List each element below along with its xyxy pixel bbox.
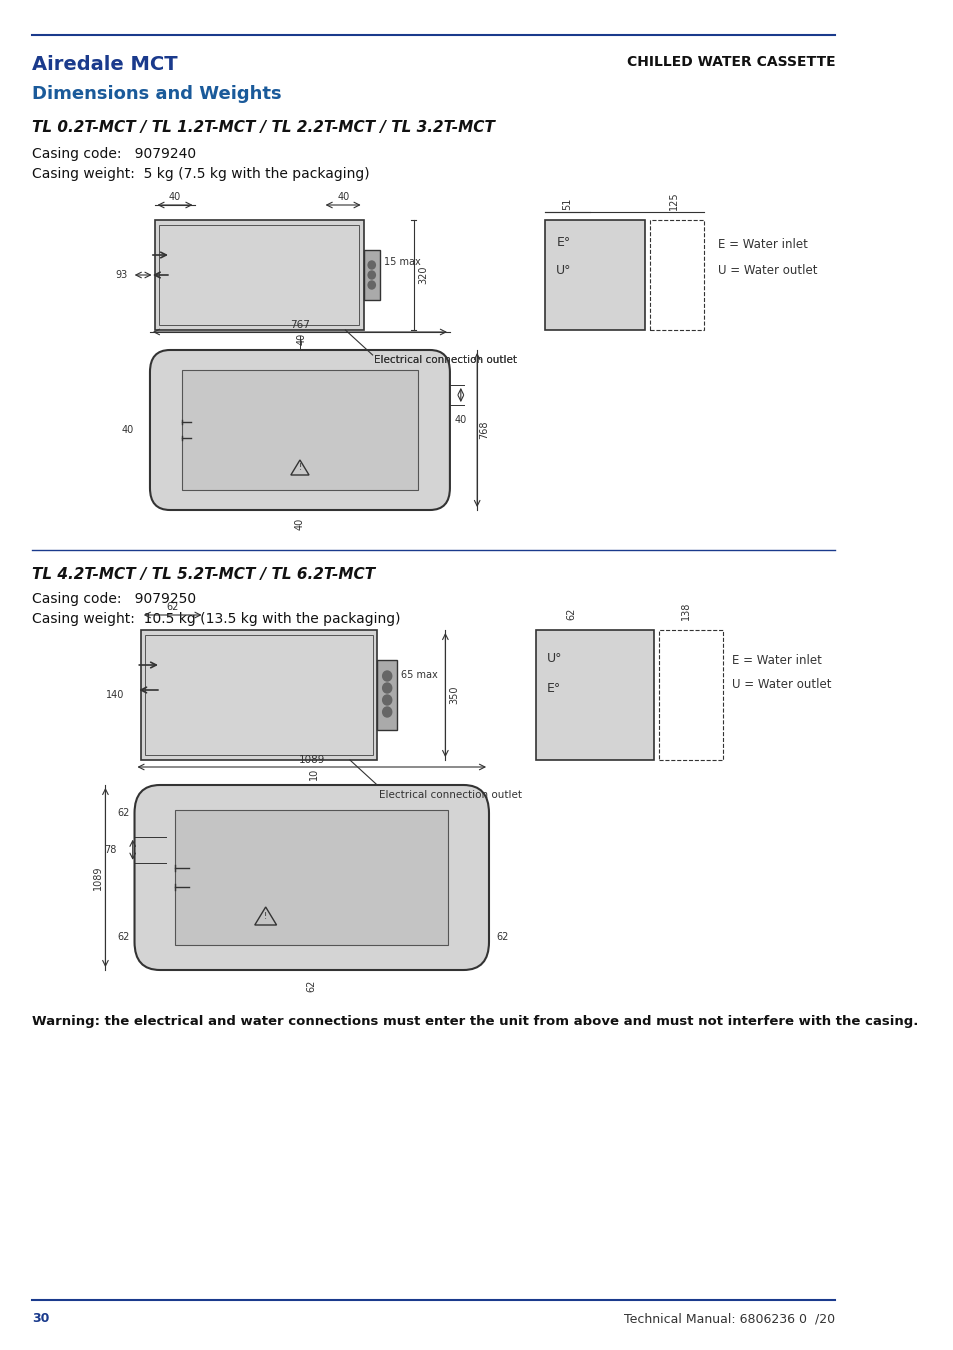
Text: 40: 40 — [169, 192, 180, 202]
Circle shape — [382, 695, 392, 705]
Circle shape — [382, 683, 392, 693]
Text: 40: 40 — [337, 192, 350, 202]
Text: Casing code:   9079240: Casing code: 9079240 — [31, 147, 195, 161]
Bar — [376, 660, 396, 730]
Text: Airedale MCT: Airedale MCT — [31, 55, 177, 74]
Text: CHILLED WATER CASSETTE: CHILLED WATER CASSETTE — [626, 55, 835, 69]
Bar — [545, 220, 644, 329]
Bar — [536, 630, 654, 760]
Text: E°: E° — [556, 235, 570, 248]
Text: 62: 62 — [117, 931, 130, 942]
Bar — [659, 630, 721, 760]
Circle shape — [368, 281, 375, 289]
Text: 62: 62 — [117, 807, 130, 818]
Circle shape — [368, 261, 375, 269]
Text: Casing weight:  5 kg (7.5 kg with the packaging): Casing weight: 5 kg (7.5 kg with the pac… — [31, 167, 369, 181]
Text: E = Water inlet: E = Water inlet — [731, 653, 821, 667]
Text: 767: 767 — [290, 320, 310, 329]
Circle shape — [368, 271, 375, 279]
Text: 768: 768 — [478, 421, 489, 439]
Text: Electrical connection outlet: Electrical connection outlet — [378, 790, 521, 801]
Text: 1089: 1089 — [93, 865, 103, 890]
Text: 65 max: 65 max — [400, 670, 437, 680]
Text: 1089: 1089 — [298, 755, 325, 765]
Text: TL 0.2T-MCT / TL 1.2T-MCT / TL 2.2T-MCT / TL 3.2T-MCT: TL 0.2T-MCT / TL 1.2T-MCT / TL 2.2T-MCT … — [31, 120, 495, 135]
Text: 40: 40 — [121, 425, 133, 435]
Text: Dimensions and Weights: Dimensions and Weights — [31, 85, 281, 103]
Text: 78: 78 — [104, 845, 116, 855]
Text: 125: 125 — [669, 192, 679, 211]
Bar — [182, 370, 417, 490]
Text: Casing code:   9079250: Casing code: 9079250 — [31, 593, 195, 606]
Text: E°: E° — [547, 682, 560, 694]
Text: U = Water outlet: U = Water outlet — [731, 679, 830, 691]
Circle shape — [382, 671, 392, 680]
FancyBboxPatch shape — [134, 784, 489, 971]
Text: E = Water inlet: E = Water inlet — [718, 239, 807, 251]
Text: 93: 93 — [115, 270, 127, 279]
Text: Technical Manual: 6806236 0  /20: Technical Manual: 6806236 0 /20 — [623, 1312, 835, 1324]
Text: 10: 10 — [308, 768, 318, 780]
Bar — [175, 810, 448, 945]
Text: 62: 62 — [167, 602, 179, 612]
Text: U°: U° — [547, 652, 562, 664]
Text: 138: 138 — [680, 602, 691, 620]
Text: 40: 40 — [294, 518, 305, 531]
Text: 62: 62 — [307, 980, 316, 992]
Text: 62: 62 — [566, 608, 577, 620]
Bar — [649, 220, 703, 329]
Bar — [363, 250, 379, 300]
Bar — [141, 630, 376, 760]
Text: 62: 62 — [496, 931, 508, 942]
Text: Electrical connection outlet: Electrical connection outlet — [375, 355, 517, 364]
Text: Casing weight:  10.5 kg (13.5 kg with the packaging): Casing weight: 10.5 kg (13.5 kg with the… — [31, 612, 400, 626]
Text: 30: 30 — [31, 1312, 50, 1324]
Text: 320: 320 — [417, 266, 428, 285]
Circle shape — [382, 707, 392, 717]
Text: 51: 51 — [561, 197, 572, 211]
FancyBboxPatch shape — [150, 350, 450, 510]
Text: U = Water outlet: U = Water outlet — [718, 263, 817, 277]
Bar — [159, 225, 358, 325]
Bar — [154, 220, 363, 329]
Text: 40: 40 — [454, 414, 466, 425]
Text: 350: 350 — [449, 686, 458, 705]
Text: 15 max: 15 max — [383, 256, 420, 267]
Text: TL 4.2T-MCT / TL 5.2T-MCT / TL 6.2T-MCT: TL 4.2T-MCT / TL 5.2T-MCT / TL 6.2T-MCT — [31, 567, 375, 582]
Text: Electrical connection outlet: Electrical connection outlet — [375, 355, 517, 364]
Text: !: ! — [298, 463, 301, 472]
Text: !: ! — [264, 913, 267, 921]
Text: U°: U° — [556, 263, 571, 277]
Text: 140: 140 — [106, 690, 125, 701]
Bar — [145, 634, 373, 755]
Text: 40: 40 — [296, 332, 307, 346]
Text: Warning: the electrical and water connections must enter the unit from above and: Warning: the electrical and water connec… — [31, 1015, 917, 1027]
